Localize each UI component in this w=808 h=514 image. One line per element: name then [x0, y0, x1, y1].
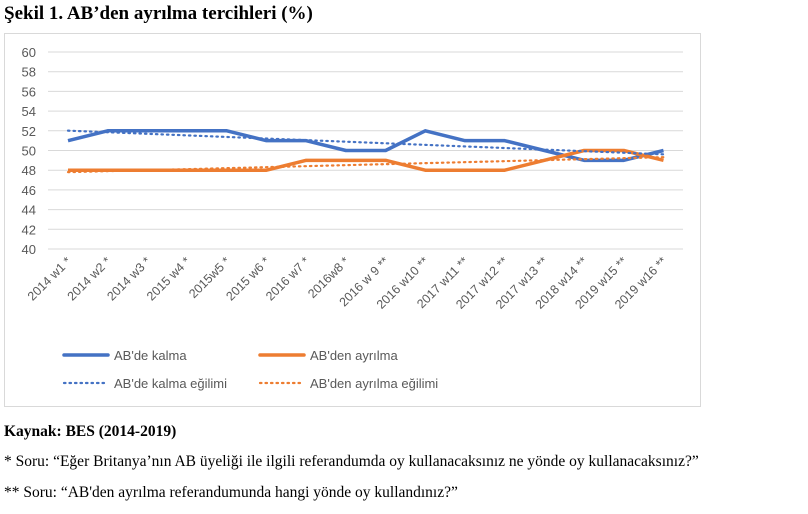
x-tick-label: 2015 w4 * — [144, 254, 193, 303]
question-note-2: ** Soru: “AB'den ayrılma referandumunda … — [4, 484, 458, 501]
chart-frame — [4, 33, 701, 407]
legend-label: AB'den ayrılma eğilimi — [310, 376, 438, 391]
legend-label: AB'de kalma — [114, 348, 187, 363]
y-tick-label: 60 — [22, 45, 36, 60]
y-tick-label: 40 — [22, 242, 36, 257]
y-tick-label: 58 — [22, 65, 36, 80]
y-tick-label: 42 — [22, 222, 36, 237]
y-tick-label: 50 — [22, 144, 36, 159]
y-tick-label: 52 — [22, 124, 36, 139]
y-tick-label: 46 — [22, 183, 36, 198]
x-tick-label: 2016 w7 * — [263, 254, 312, 303]
figure-title: Şekil 1. AB’den ayrılma tercihleri (%) — [4, 3, 313, 24]
y-tick-label: 44 — [22, 203, 36, 218]
y-tick-label: 54 — [22, 104, 36, 119]
y-tick-label: 48 — [22, 163, 36, 178]
trendline-3 — [66, 156, 665, 174]
source-note: Kaynak: BES (2014-2019) — [4, 423, 177, 440]
trendline-2 — [66, 129, 665, 156]
question-note-1: * Soru: “Eğer Britanya’nın AB üyeliği il… — [4, 453, 699, 470]
legend-label: AB'de kalma eğilimi — [114, 376, 227, 391]
y-tick-label: 56 — [22, 84, 36, 99]
legend-label: AB'den ayrılma — [310, 348, 399, 363]
